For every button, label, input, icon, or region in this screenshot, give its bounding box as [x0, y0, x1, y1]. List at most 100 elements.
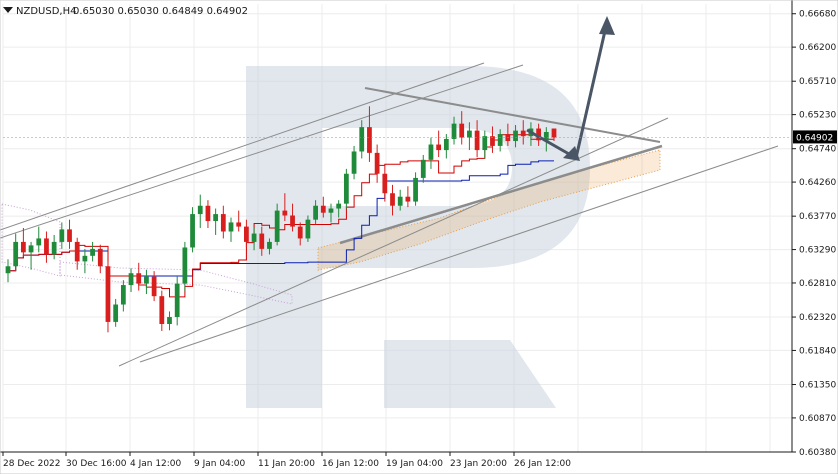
candle-body — [5, 266, 11, 274]
candle-body — [436, 144, 442, 151]
ohlc-values: 0.65030 0.65030 0.64849 0.64902 — [73, 6, 248, 17]
y-tick-label: 0.66200 — [799, 43, 836, 53]
candle-body — [20, 241, 26, 253]
x-tick-label: 26 Jan 12:00 — [514, 459, 571, 469]
y-tick-label: 0.64740 — [799, 145, 836, 155]
candle-body — [359, 127, 365, 152]
candle-body — [128, 273, 134, 286]
x-tick-label: 9 Jan 04:00 — [194, 459, 246, 469]
candle-body — [543, 132, 549, 141]
candle-body — [382, 173, 388, 194]
cloud-bear-low — [59, 261, 293, 305]
candle-body — [267, 241, 272, 249]
y-tick-label: 0.66680 — [799, 10, 836, 20]
candle-body — [167, 317, 172, 324]
ichimoku-cloud — [1, 149, 661, 305]
candle-body — [520, 130, 526, 137]
candle-body — [190, 214, 195, 248]
candle-body — [74, 241, 80, 262]
candle-body — [551, 128, 557, 138]
x-tick-label: 23 Jan 20:00 — [450, 459, 507, 469]
symbol-label: NZDUSD,H4 — [16, 6, 76, 17]
candle-body — [297, 226, 303, 239]
candle-body — [244, 226, 249, 242]
forecast-arrow — [526, 16, 615, 161]
current-price-label: 0.64902 — [796, 133, 833, 143]
candle-body — [197, 205, 203, 215]
candle-body — [151, 276, 157, 297]
x-tick-label: 4 Jan 12:00 — [130, 459, 182, 469]
candle-body — [428, 144, 434, 160]
candle-body — [13, 241, 19, 267]
chart-header: NZDUSD,H4 0.65030 0.65030 0.64849 0.6490… — [3, 6, 248, 17]
candle-body — [474, 130, 480, 151]
candle-body — [220, 214, 226, 232]
candle-body — [213, 214, 219, 222]
channel-line-upper-a — [0, 64, 524, 239]
candle-body — [313, 205, 318, 220]
candle-body — [228, 222, 234, 232]
x-tick-label: 28 Dec 2022 — [3, 459, 61, 469]
candle-body — [251, 233, 257, 242]
candle-body — [36, 238, 42, 246]
candle-body — [536, 128, 542, 141]
candle-body — [451, 123, 457, 139]
arrow-head-up — [599, 16, 615, 35]
candle-body — [120, 285, 126, 305]
y-tick-label: 0.62320 — [799, 313, 836, 323]
trend-lines — [0, 62, 779, 367]
candle-body — [482, 136, 488, 151]
candle-body — [205, 205, 211, 222]
candle-body — [343, 173, 349, 204]
candle-body — [259, 233, 265, 249]
y-tick-label: 0.65230 — [799, 111, 836, 121]
candle-body — [182, 247, 188, 284]
y-tick-label: 0.60380 — [799, 448, 836, 458]
candle-body — [144, 276, 149, 284]
candle-body — [467, 130, 472, 138]
candle-body — [305, 219, 311, 239]
candle-body — [159, 296, 165, 324]
candle-body — [97, 248, 103, 267]
current-price-badge — [793, 130, 837, 144]
candle-body — [497, 134, 503, 146]
candle-body — [290, 215, 295, 227]
y-tick-label: 0.62810 — [799, 279, 836, 289]
support-line — [339, 144, 663, 245]
candle-body — [443, 138, 449, 151]
candle-body — [397, 196, 403, 206]
kijun-line — [8, 160, 554, 277]
candle-body — [367, 127, 372, 153]
candle-body — [28, 245, 34, 253]
x-tick-label: 19 Jan 04:00 — [386, 459, 443, 469]
candle-body — [90, 248, 95, 256]
y-tick-label: 0.64260 — [799, 178, 836, 188]
cloud-bull — [318, 150, 660, 270]
candle-body — [44, 238, 49, 255]
candle-body — [82, 255, 88, 262]
candle-body — [390, 193, 395, 206]
candle-body — [320, 205, 326, 213]
y-tick-label: 0.63770 — [799, 212, 836, 222]
candles — [5, 106, 557, 333]
cloud-bear-early — [1, 203, 61, 277]
x-tick-label: 16 Jan 12:00 — [322, 459, 379, 469]
dropdown-arrow-icon[interactable] — [3, 7, 13, 13]
channel-line-upper-b — [0, 62, 485, 231]
candle-body — [113, 304, 119, 322]
channel-line-lower — [139, 145, 779, 363]
y-tick-label: 0.61350 — [799, 381, 836, 391]
candle-body — [174, 283, 180, 318]
candle-body — [459, 123, 465, 138]
watermark-letter — [246, 66, 590, 408]
arrow-head-down — [563, 146, 580, 161]
watermark-logo — [246, 66, 590, 408]
candle-body — [136, 273, 142, 284]
watermark-foot — [384, 340, 556, 408]
candle-body — [336, 203, 342, 209]
y-tick-label: 0.63290 — [799, 246, 836, 256]
resistance-line — [364, 87, 661, 143]
